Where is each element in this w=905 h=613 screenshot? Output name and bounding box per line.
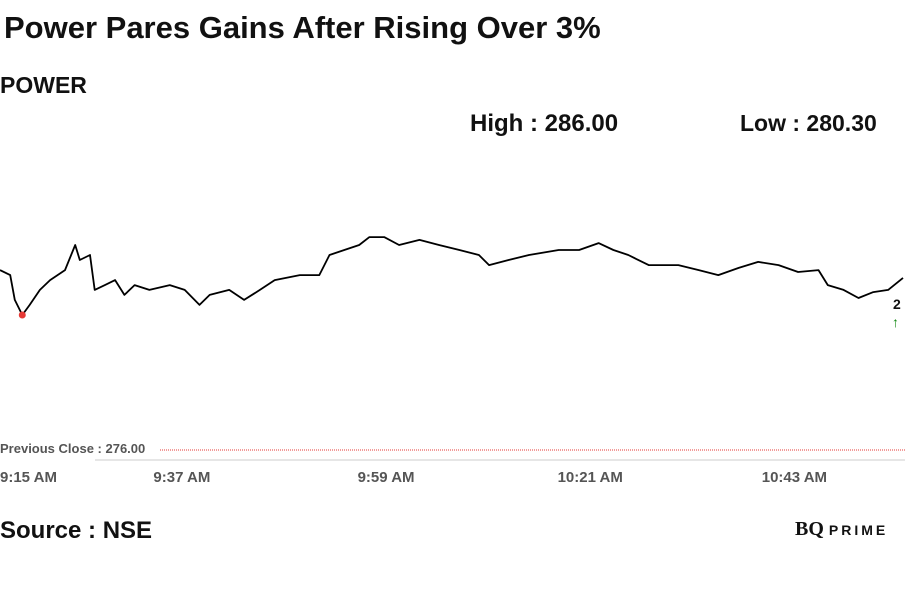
chart-subtitle: POWER [0, 72, 87, 98]
up-arrow-icon: ↑ [892, 314, 899, 330]
low-marker [18, 311, 26, 319]
price-line [0, 236, 904, 316]
x-tick-label: 10:43 AM [762, 469, 827, 486]
bq-prime-logo: BQ PRIME [795, 518, 889, 540]
x-tick-label: 9:15 AM [0, 469, 57, 486]
x-tick-label: 9:37 AM [153, 469, 210, 486]
x-tick-label: 10:21 AM [558, 469, 623, 486]
x-tick-label: 9:59 AM [358, 469, 415, 486]
last-price-label: 2 [893, 296, 901, 312]
previous-close-label: Previous Close : 276.00 [0, 441, 146, 456]
chart-title: Power Pares Gains After Rising Over 3% [4, 10, 601, 45]
source-label: Source : NSE [0, 517, 153, 544]
low-label: Low : 280.30 [740, 110, 877, 136]
high-label: High : 286.00 [470, 110, 619, 137]
